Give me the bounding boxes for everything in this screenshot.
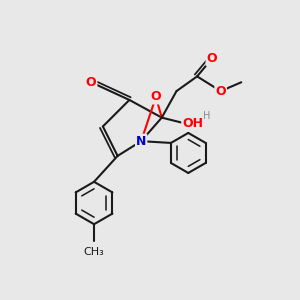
Text: N: N	[136, 135, 146, 148]
Text: H: H	[203, 111, 210, 121]
Text: O: O	[206, 52, 217, 65]
Text: OH: OH	[182, 117, 203, 130]
Text: CH₃: CH₃	[84, 247, 104, 256]
Text: O: O	[215, 85, 226, 98]
Text: O: O	[86, 76, 96, 89]
Text: O: O	[151, 91, 161, 103]
